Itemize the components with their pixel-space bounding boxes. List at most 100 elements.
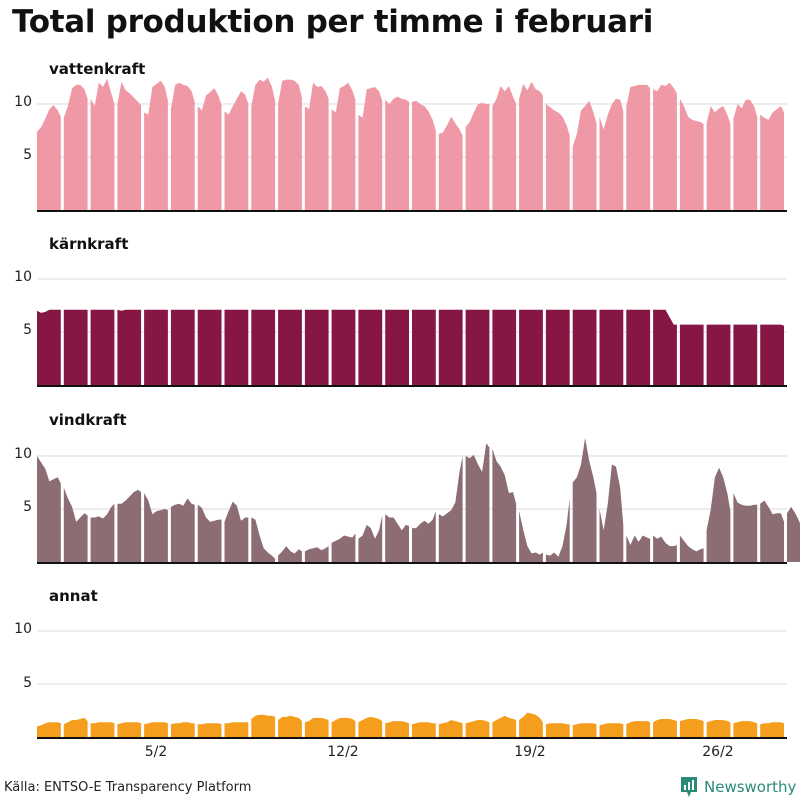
day-area <box>37 309 61 385</box>
x-tick-label: 19/2 <box>514 744 546 760</box>
y-tick-label: 5 <box>23 499 32 515</box>
day-area <box>626 84 651 210</box>
day-area <box>760 106 784 210</box>
day-area <box>170 498 195 562</box>
day-area <box>197 88 222 210</box>
day-area <box>545 723 570 737</box>
day-area <box>37 105 61 210</box>
day-area <box>197 723 222 737</box>
day-area <box>438 720 463 737</box>
y-tick-label: 5 <box>23 322 32 338</box>
day-area <box>144 722 168 737</box>
day-area <box>733 721 758 737</box>
day-area <box>144 80 168 210</box>
day-area <box>733 324 758 385</box>
day-area <box>572 438 597 562</box>
day-area <box>224 722 249 737</box>
day-area <box>170 82 195 210</box>
day-area <box>385 309 409 385</box>
day-area <box>358 515 383 562</box>
day-area <box>679 98 704 210</box>
day-area <box>117 722 142 737</box>
day-area <box>519 81 543 210</box>
day-area <box>465 102 490 210</box>
day-area <box>626 721 651 737</box>
day-area <box>492 86 517 210</box>
day-area <box>653 719 677 737</box>
day-area <box>117 309 142 385</box>
x-tick-label: 5/2 <box>144 744 168 760</box>
day-area <box>251 517 276 562</box>
day-area <box>197 309 222 385</box>
day-area <box>760 722 784 737</box>
y-tick-label: 10 <box>14 446 32 462</box>
brand-logo: Newsworthy <box>680 776 796 798</box>
day-area <box>545 104 570 210</box>
day-area <box>278 309 302 385</box>
x-tick-label: 26/2 <box>702 744 734 760</box>
chart-title: Total produktion per timme i februari <box>12 4 654 40</box>
bar-chart-speech-bubble-icon <box>681 777 697 797</box>
day-area <box>572 100 597 210</box>
day-area <box>760 500 784 562</box>
day-area <box>787 506 800 562</box>
day-area <box>572 723 597 737</box>
day-area <box>653 309 677 385</box>
day-area <box>251 309 276 385</box>
day-area <box>706 720 731 737</box>
day-area <box>706 324 731 385</box>
day-area <box>63 309 88 385</box>
day-area <box>599 309 624 385</box>
day-area <box>358 716 383 737</box>
day-area <box>304 309 329 385</box>
y-tick-label: 10 <box>14 94 32 110</box>
day-area <box>197 504 222 562</box>
day-area <box>438 456 463 562</box>
source-note: Källa: ENTSO-E Transparency Platform <box>4 780 252 795</box>
y-tick-label: 10 <box>14 621 32 637</box>
day-area <box>37 722 61 737</box>
day-area <box>706 467 731 562</box>
day-area <box>385 96 409 210</box>
day-area <box>385 514 409 562</box>
day-area <box>626 309 651 385</box>
day-area <box>144 493 168 562</box>
day-area <box>278 79 302 210</box>
y-tick-label: 5 <box>23 147 32 163</box>
day-area <box>170 722 195 737</box>
day-area <box>63 717 88 737</box>
day-area <box>331 309 356 385</box>
day-area <box>251 77 276 210</box>
day-area <box>706 106 731 210</box>
day-area <box>519 309 543 385</box>
y-tick-label: 10 <box>14 269 32 285</box>
day-area <box>117 489 142 562</box>
day-area <box>492 309 517 385</box>
day-area <box>438 309 463 385</box>
day-area <box>438 116 463 210</box>
day-area <box>37 456 61 562</box>
day-area <box>653 535 677 562</box>
day-area <box>304 82 329 210</box>
day-area <box>733 99 758 210</box>
day-area <box>412 511 436 562</box>
panel-title-karnkraft: kärnkraft <box>49 235 129 253</box>
y-tick-label: 5 <box>23 675 32 691</box>
day-area <box>599 98 624 210</box>
day-area <box>545 498 570 562</box>
day-area <box>358 87 383 210</box>
day-area <box>224 309 249 385</box>
day-area <box>492 448 517 562</box>
day-area <box>224 91 249 210</box>
day-area <box>465 720 490 737</box>
day-area <box>572 309 597 385</box>
panel-title-vindkraft: vindkraft <box>49 411 127 429</box>
day-area <box>278 715 302 737</box>
day-area <box>412 309 436 385</box>
day-area <box>599 723 624 737</box>
day-area <box>679 324 704 385</box>
day-area <box>358 309 383 385</box>
day-area <box>465 443 490 562</box>
day-area <box>304 717 329 737</box>
